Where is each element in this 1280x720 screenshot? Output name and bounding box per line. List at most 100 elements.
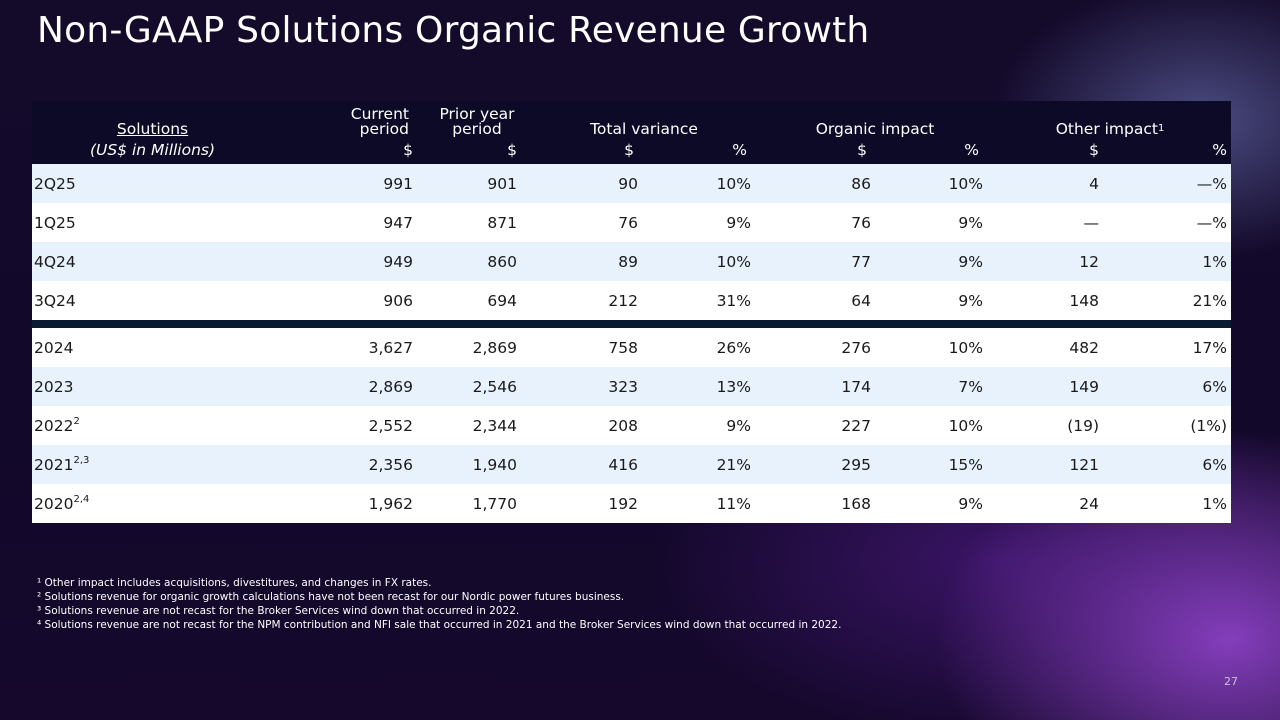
cell-ot-p: 1% bbox=[1202, 252, 1228, 271]
page-title: Non-GAAP Solutions Organic Revenue Growt… bbox=[37, 10, 870, 51]
table-row: 2023 2,869 2,546 323 13% 174 7% 149 6% bbox=[32, 367, 1232, 406]
cell-oi-d: 77 bbox=[851, 252, 872, 271]
header-total-variance: Total variance bbox=[590, 120, 698, 138]
cell-ot-d: 12 bbox=[1079, 252, 1100, 271]
header-oi-dollar: $ bbox=[857, 141, 868, 159]
table-row: 20222 2,552 2,344 208 9% 227 10% (19) (1%) bbox=[32, 406, 1232, 445]
header-tv-dollar: $ bbox=[624, 141, 634, 159]
cell-oi-p: 15% bbox=[948, 455, 984, 474]
cell-tv-d: 90 bbox=[618, 174, 638, 193]
cell-prior: 694 bbox=[487, 291, 517, 310]
cell-oi-d: 276 bbox=[841, 338, 872, 357]
section-separator bbox=[32, 320, 1232, 328]
cell-current: 2,869 bbox=[368, 377, 413, 396]
cell-prior: 1,770 bbox=[472, 494, 517, 513]
cell-tv-p: 11% bbox=[716, 494, 752, 513]
cell-ot-p: —% bbox=[1196, 174, 1228, 193]
row-label: 1Q25 bbox=[34, 213, 76, 232]
cell-oi-p: 9% bbox=[958, 252, 984, 271]
cell-ot-p: 21% bbox=[1192, 291, 1228, 310]
header-current-dollar: $ bbox=[403, 141, 413, 159]
organic-revenue-table: Solutions Current period Prior year period… bbox=[32, 101, 1232, 523]
header-organic-impact: Organic impact bbox=[815, 120, 935, 138]
table-row: 4Q24 949 860 89 10% 77 9% 12 1% bbox=[32, 242, 1232, 281]
cell-tv-d: 212 bbox=[608, 291, 638, 310]
footnote-4: ⁴ Solutions revenue are not recast for t… bbox=[37, 619, 842, 631]
table-row: 1Q25 947 871 76 9% 76 9% — —% bbox=[32, 203, 1232, 242]
header-row-1: Solutions Current period Prior year period… bbox=[32, 101, 1232, 138]
cell-prior: 1,940 bbox=[472, 455, 517, 474]
cell-oi-d: 86 bbox=[851, 174, 872, 193]
revenue-table-container: Solutions Current period Prior year period… bbox=[32, 101, 1232, 523]
cell-tv-p: 31% bbox=[716, 291, 752, 310]
cell-current: 991 bbox=[383, 174, 413, 193]
cell-current: 949 bbox=[383, 252, 413, 271]
cell-tv-d: 323 bbox=[608, 377, 638, 396]
cell-ot-d: 24 bbox=[1079, 494, 1100, 513]
cell-tv-p: 9% bbox=[726, 416, 752, 435]
cell-oi-d: 76 bbox=[851, 213, 872, 232]
header-ot-pct: % bbox=[1212, 141, 1228, 159]
cell-tv-d: 192 bbox=[608, 494, 638, 513]
row-label: 2023 bbox=[34, 377, 74, 396]
cell-oi-p: 10% bbox=[948, 338, 984, 357]
cell-ot-d: 149 bbox=[1069, 377, 1100, 396]
cell-current: 2,552 bbox=[368, 416, 413, 435]
header-other-impact: Other impact1 bbox=[1055, 120, 1165, 138]
cell-oi-d: 168 bbox=[841, 494, 872, 513]
cell-prior: 2,344 bbox=[472, 416, 517, 435]
cell-ot-d: — bbox=[1083, 213, 1100, 232]
cell-ot-p: 1% bbox=[1202, 494, 1228, 513]
table-body: 2Q25 991 901 90 10% 86 10% 4 —% 1Q25 947 871 76 9% 76 9… bbox=[32, 164, 1232, 523]
header-current-period: Current period bbox=[350, 105, 409, 138]
cell-oi-p: 9% bbox=[958, 291, 984, 310]
table-row: 3Q24 906 694 212 31% 64 9% 148 21% bbox=[32, 281, 1232, 320]
cell-tv-p: 26% bbox=[716, 338, 752, 357]
cell-tv-d: 89 bbox=[618, 252, 638, 271]
header-units: (US$ in Millions) bbox=[89, 141, 216, 159]
cell-current: 906 bbox=[383, 291, 413, 310]
cell-ot-d: 121 bbox=[1069, 455, 1100, 474]
row-label: 4Q24 bbox=[34, 252, 76, 271]
table-row: 2024 3,627 2,869 758 26% 276 10% 482 17% bbox=[32, 328, 1232, 367]
row-label: 20202,4 bbox=[34, 493, 90, 513]
header-prior-period: Prior year period bbox=[439, 105, 515, 138]
cell-tv-d: 76 bbox=[618, 213, 638, 232]
cell-oi-d: 64 bbox=[851, 291, 872, 310]
cell-oi-p: 10% bbox=[948, 174, 984, 193]
cell-ot-p: (1%) bbox=[1190, 416, 1228, 435]
header-row-2: (US$ in Millions) $ $ $ % $ % $ % bbox=[32, 137, 1232, 164]
cell-ot-d: 4 bbox=[1089, 174, 1100, 193]
table-row: 20202,4 1,962 1,770 192 11% 168 9% 24 1% bbox=[32, 484, 1232, 523]
footnote-3: ³ Solutions revenue are not recast for t… bbox=[37, 605, 520, 617]
cell-tv-d: 758 bbox=[608, 338, 638, 357]
row-label: 2024 bbox=[34, 338, 74, 357]
cell-oi-p: 10% bbox=[948, 416, 984, 435]
cell-oi-d: 174 bbox=[841, 377, 872, 396]
cell-prior: 860 bbox=[487, 252, 517, 271]
cell-ot-d: 148 bbox=[1069, 291, 1100, 310]
cell-prior: 871 bbox=[487, 213, 517, 232]
header-prior-dollar: $ bbox=[507, 141, 517, 159]
cell-oi-d: 227 bbox=[841, 416, 872, 435]
row-label: 20222 bbox=[34, 415, 80, 435]
footnotes: ¹ Other impact includes acquisitions, di… bbox=[37, 576, 841, 632]
cell-current: 947 bbox=[383, 213, 413, 232]
cell-current: 3,627 bbox=[368, 338, 413, 357]
cell-oi-d: 295 bbox=[841, 455, 872, 474]
cell-tv-p: 9% bbox=[726, 213, 752, 232]
row-label: 3Q24 bbox=[34, 291, 76, 310]
row-label: 2Q25 bbox=[34, 174, 76, 193]
cell-current: 2,356 bbox=[368, 455, 413, 474]
table-row: 2Q25 991 901 90 10% 86 10% 4 —% bbox=[32, 164, 1232, 203]
cell-tv-p: 10% bbox=[716, 174, 752, 193]
cell-prior: 2,869 bbox=[472, 338, 517, 357]
cell-ot-p: —% bbox=[1196, 213, 1228, 232]
header-ot-dollar: $ bbox=[1089, 141, 1100, 159]
header-solutions: Solutions bbox=[116, 120, 189, 138]
cell-tv-p: 10% bbox=[716, 252, 752, 271]
cell-ot-p: 17% bbox=[1192, 338, 1228, 357]
cell-tv-p: 21% bbox=[716, 455, 752, 474]
cell-current: 1,962 bbox=[368, 494, 413, 513]
cell-ot-p: 6% bbox=[1202, 455, 1228, 474]
